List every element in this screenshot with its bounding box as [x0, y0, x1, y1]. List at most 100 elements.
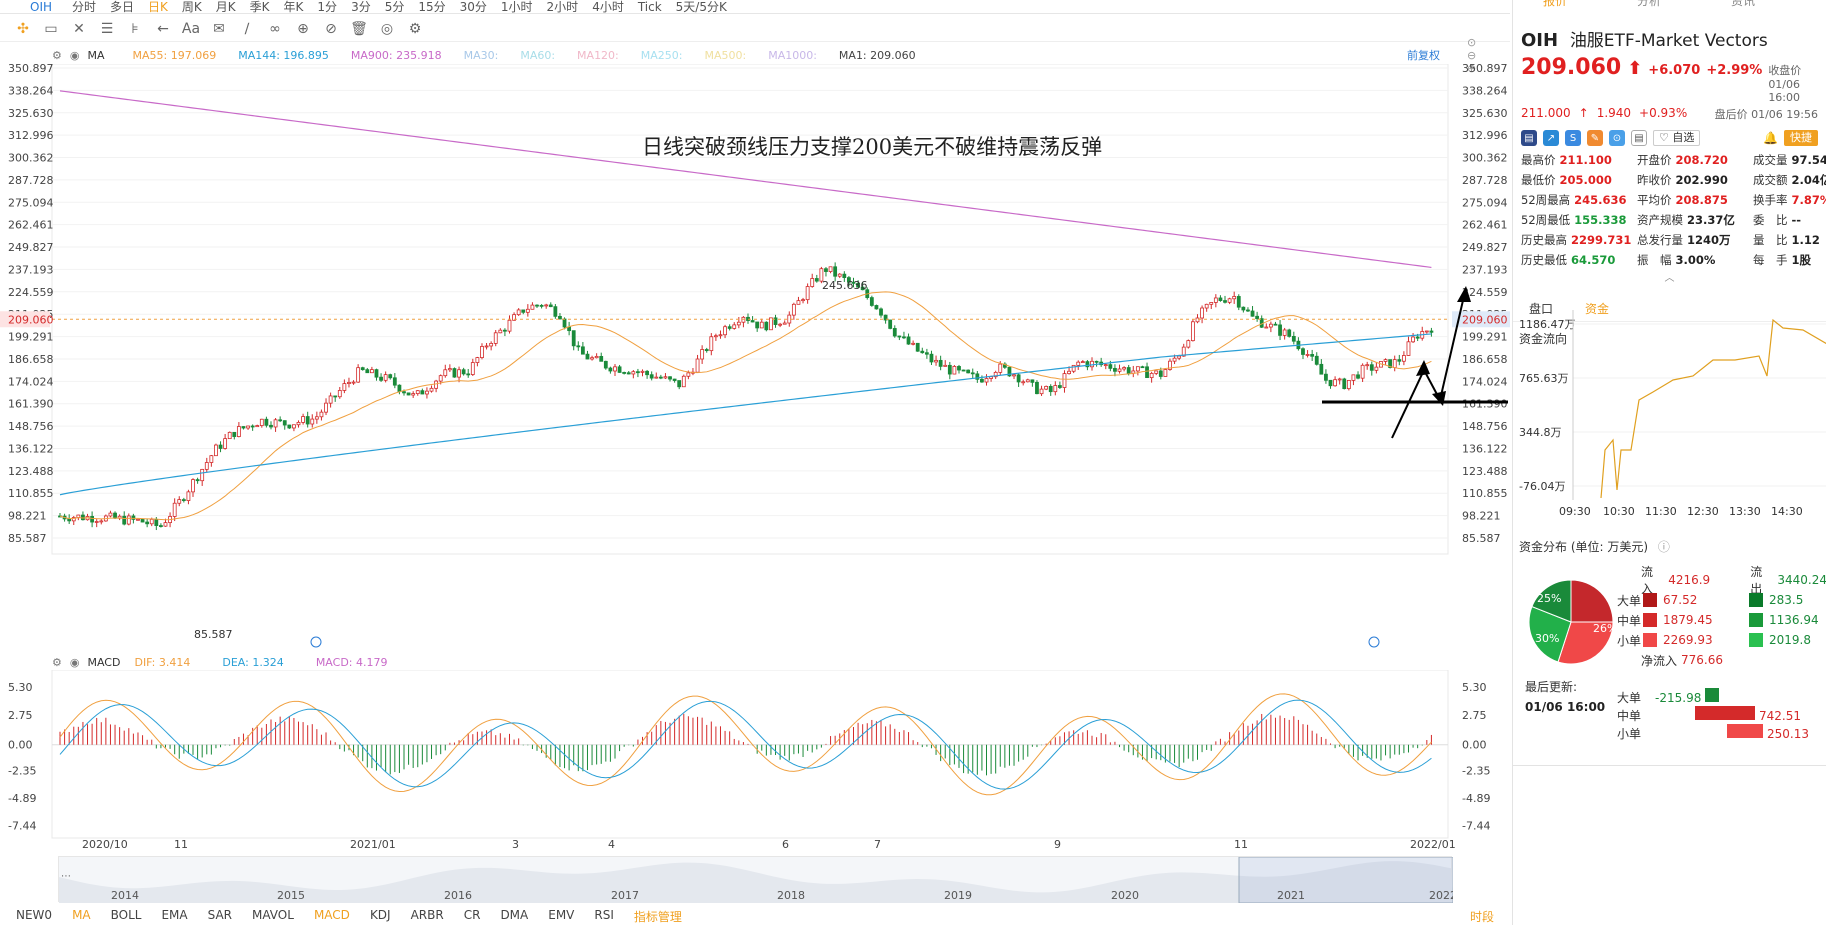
- ma-item-7[interactable]: MA500:: [704, 48, 747, 62]
- period-16[interactable]: 5天/5分K: [675, 0, 727, 14]
- indicator-sar[interactable]: SAR: [207, 908, 233, 922]
- outflow-square: [1749, 593, 1763, 607]
- macd-chart[interactable]: 5.30 5.30 2.75 2.75 0.00 0.00 -2.35 -2.35 -4.89 -…: [0, 670, 1510, 842]
- candle-body: [1383, 359, 1388, 362]
- period-7[interactable]: 1分: [317, 0, 338, 14]
- font-tool-icon[interactable]: Aa: [181, 21, 201, 37]
- range-navigator[interactable]: 2014 2015 2016 2017 2018 2019 2020 2021 2022 ⋯: [58, 856, 1457, 904]
- indicator-dma[interactable]: DMA: [500, 908, 529, 922]
- symbol-label[interactable]: OIH: [30, 0, 53, 14]
- candle-body: [1411, 336, 1415, 343]
- note-icon[interactable]: ▤: [1631, 130, 1647, 146]
- ma-item-6[interactable]: MA250:: [640, 48, 683, 62]
- indicator-new0[interactable]: NEW0: [16, 908, 53, 922]
- period-4[interactable]: 月K: [215, 0, 236, 14]
- ma-item-1[interactable]: MA144: 196.895: [238, 48, 329, 62]
- period-3[interactable]: 周K: [181, 0, 202, 14]
- outflow-square: [1749, 613, 1763, 627]
- s-icon[interactable]: S: [1565, 130, 1581, 146]
- link-icon[interactable]: ∞: [269, 21, 281, 37]
- fund-flow-chart[interactable]: 1186.47万 765.63万 344.8万 -76.04万 09:30 10:30 11…: [1513, 300, 1826, 540]
- settings-icon[interactable]: ⚙: [52, 656, 62, 669]
- period-6[interactable]: 年K: [283, 0, 304, 14]
- gear-icon[interactable]: ⚙: [408, 21, 422, 37]
- ma-item-0[interactable]: MA55: 197.069: [132, 48, 217, 62]
- period-12[interactable]: 1小时: [500, 0, 533, 14]
- share-icon[interactable]: ⊙: [1609, 130, 1625, 146]
- help-icon[interactable]: ⓘ: [1657, 540, 1670, 554]
- ma-item-3[interactable]: MA30:: [463, 48, 499, 62]
- macd-head[interactable]: MACD: [87, 656, 121, 669]
- ma-item-4[interactable]: MA60:: [520, 48, 556, 62]
- collapse-icon[interactable]: ︿: [1664, 273, 1675, 284]
- inflow-amount: 1879.45: [1663, 613, 1713, 627]
- inflow-label: 流入: [1641, 565, 1654, 596]
- ma-item-5[interactable]: MA120:: [577, 48, 619, 62]
- period-9[interactable]: 5分: [384, 0, 405, 14]
- line-tool-icon[interactable]: ✕: [73, 21, 85, 37]
- net-name: 中单: [1617, 709, 1642, 723]
- indicator-cr[interactable]: CR: [463, 908, 481, 922]
- hide-icon[interactable]: ⊘: [325, 21, 337, 37]
- indicator-arbr[interactable]: ARBR: [410, 908, 444, 922]
- indicator-mavol[interactable]: MAVOL: [252, 908, 294, 922]
- comment-icon[interactable]: ✉: [213, 21, 225, 37]
- candle-body: [539, 304, 544, 307]
- period-10[interactable]: 15分: [418, 0, 446, 14]
- session-button[interactable]: 时段: [1469, 910, 1494, 924]
- chart-window-controls[interactable]: ⊙ ⊖ ⊕: [1467, 35, 1477, 75]
- crosshair-icon[interactable]: ✣: [17, 21, 29, 37]
- indicator-macd[interactable]: MACD: [313, 908, 350, 922]
- sub-tab-1[interactable]: 资金: [1585, 302, 1610, 316]
- fq-toggle[interactable]: 前复权: [1407, 49, 1440, 62]
- ma-item-9[interactable]: MA1: 209.060: [838, 48, 916, 62]
- eye-icon[interactable]: ◉: [69, 48, 80, 62]
- candle-body: [1310, 354, 1315, 357]
- indicator-ma[interactable]: MA: [72, 908, 91, 922]
- measure-tool-icon[interactable]: ⊧: [131, 21, 139, 37]
- panel-tab-1[interactable]: 分析: [1637, 0, 1662, 8]
- indicator-boll[interactable]: BOLL: [110, 908, 142, 922]
- magnet-icon[interactable]: ⊕: [297, 21, 309, 37]
- text-tool-icon[interactable]: ☰: [100, 21, 114, 37]
- news-icon[interactable]: ✎: [1587, 130, 1603, 146]
- indicator-rsi[interactable]: RSI: [594, 908, 614, 922]
- trash-icon[interactable]: 🗑: [350, 21, 368, 37]
- settings-icon[interactable]: ⚙: [52, 48, 62, 62]
- chart-icon[interactable]: ↗: [1543, 130, 1559, 146]
- ma-item-8[interactable]: MA1000:: [768, 48, 817, 62]
- bell-icon[interactable]: 🔔: [1763, 131, 1778, 145]
- candle-body: [1025, 379, 1030, 383]
- panel-tab-2[interactable]: 资讯: [1731, 0, 1756, 8]
- panel-tab-0[interactable]: 报价: [1543, 0, 1568, 8]
- indicator-kdj[interactable]: KDJ: [369, 908, 391, 922]
- indicator-ema[interactable]: EMA: [161, 908, 188, 922]
- indicator-emv[interactable]: EMV: [548, 908, 575, 922]
- candle-body: [67, 518, 72, 522]
- period-11[interactable]: 30分: [459, 0, 487, 14]
- period-13[interactable]: 2小时: [546, 0, 579, 14]
- rect-tool-icon[interactable]: ▭: [44, 21, 58, 37]
- indicator-manage-link[interactable]: 指标管理: [633, 910, 682, 924]
- candlestick-chart[interactable]: 350.897 350.897 338.264 338.264 325.630 325.6…: [0, 64, 1510, 650]
- quick-trade-button[interactable]: 快捷: [1784, 130, 1818, 146]
- candle-body: [906, 336, 911, 345]
- period-15[interactable]: Tick: [637, 0, 662, 14]
- y-tick-left: 287.728: [8, 174, 54, 187]
- arrow-tool-icon[interactable]: ←: [157, 21, 169, 37]
- period-8[interactable]: 3分: [351, 0, 371, 14]
- period-1[interactable]: 多日: [110, 0, 135, 14]
- ma-item-2[interactable]: MA900: 235.918: [350, 48, 442, 62]
- arrow-head: [1457, 286, 1471, 302]
- ma-head[interactable]: MA: [87, 48, 105, 62]
- sub-tab-0[interactable]: 盘口: [1529, 302, 1554, 316]
- period-0[interactable]: 分时: [72, 0, 97, 14]
- eye-icon[interactable]: ◉: [69, 656, 80, 669]
- period-14[interactable]: 4小时: [592, 0, 624, 14]
- pen-icon[interactable]: ∕: [244, 21, 250, 37]
- add-favorite-button[interactable]: ♡ 自选: [1653, 130, 1701, 146]
- period-5[interactable]: 季K: [249, 0, 270, 14]
- period-2[interactable]: 日K: [148, 0, 168, 14]
- eye-icon[interactable]: ◎: [380, 21, 394, 37]
- candle-body: [1172, 357, 1177, 362]
